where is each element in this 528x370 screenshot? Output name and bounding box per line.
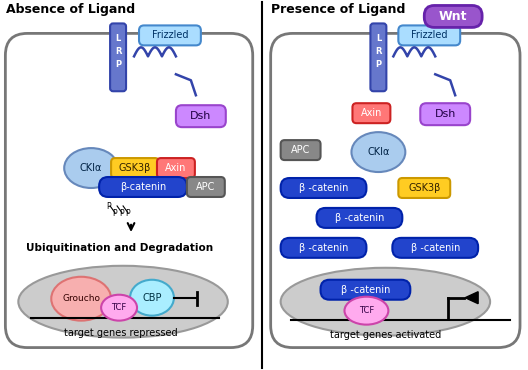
Text: β -catenin: β -catenin [335,213,384,223]
FancyBboxPatch shape [398,26,460,46]
Text: L: L [376,34,381,43]
Text: GSK3β: GSK3β [119,163,151,173]
Text: Axin: Axin [361,108,382,118]
Text: β -catenin: β -catenin [411,243,460,253]
Text: β-catenin: β-catenin [120,182,166,192]
Text: β -catenin: β -catenin [341,285,390,295]
FancyBboxPatch shape [176,105,226,127]
Text: TCF: TCF [359,306,374,315]
Text: Groucho: Groucho [62,294,100,303]
Text: APC: APC [196,182,215,192]
FancyBboxPatch shape [371,23,386,91]
Text: β -catenin: β -catenin [299,243,348,253]
Text: P: P [375,60,381,69]
Polygon shape [465,292,478,304]
Text: GSK3β: GSK3β [408,183,440,193]
FancyBboxPatch shape [111,158,159,178]
Text: P: P [115,60,121,69]
Text: P: P [106,202,110,211]
FancyBboxPatch shape [317,208,402,228]
Ellipse shape [51,277,111,321]
FancyBboxPatch shape [271,33,520,347]
Text: CKIα: CKIα [80,163,102,173]
Text: R: R [375,47,382,56]
Ellipse shape [352,132,406,172]
Text: P: P [126,209,130,218]
Text: TCF: TCF [111,303,127,312]
Ellipse shape [64,148,118,188]
Text: Wnt: Wnt [439,10,467,23]
FancyBboxPatch shape [187,177,225,197]
Text: Dsh: Dsh [190,111,212,121]
FancyBboxPatch shape [139,26,201,46]
Text: Dsh: Dsh [435,109,456,119]
FancyBboxPatch shape [353,103,390,123]
FancyBboxPatch shape [281,140,320,160]
FancyBboxPatch shape [398,178,450,198]
Text: Absence of Ligand: Absence of Ligand [6,3,136,16]
FancyBboxPatch shape [157,158,195,178]
FancyBboxPatch shape [320,280,410,300]
Text: target genes activated: target genes activated [330,330,441,340]
Text: APC: APC [291,145,310,155]
Text: L: L [116,34,121,43]
FancyBboxPatch shape [5,33,253,347]
Text: Presence of Ligand: Presence of Ligand [271,3,405,16]
Ellipse shape [101,295,137,321]
FancyBboxPatch shape [281,178,366,198]
Text: Axin: Axin [165,163,186,173]
Ellipse shape [18,266,228,337]
Text: Ubiquitination and Degradation: Ubiquitination and Degradation [25,243,213,253]
Text: target genes repressed: target genes repressed [64,327,178,337]
FancyBboxPatch shape [99,177,187,197]
Ellipse shape [344,297,389,324]
FancyBboxPatch shape [392,238,478,258]
FancyBboxPatch shape [110,23,126,91]
Text: P: P [112,209,116,218]
Text: P: P [119,209,124,218]
Text: CBP: CBP [142,293,162,303]
Text: Frizzled: Frizzled [152,30,188,40]
Ellipse shape [281,268,490,336]
FancyBboxPatch shape [425,6,482,27]
Text: β -catenin: β -catenin [299,183,348,193]
FancyBboxPatch shape [281,238,366,258]
Text: R: R [115,47,121,56]
Text: CKIα: CKIα [367,147,390,157]
FancyBboxPatch shape [420,103,470,125]
Text: Frizzled: Frizzled [411,30,448,40]
Ellipse shape [130,280,174,316]
